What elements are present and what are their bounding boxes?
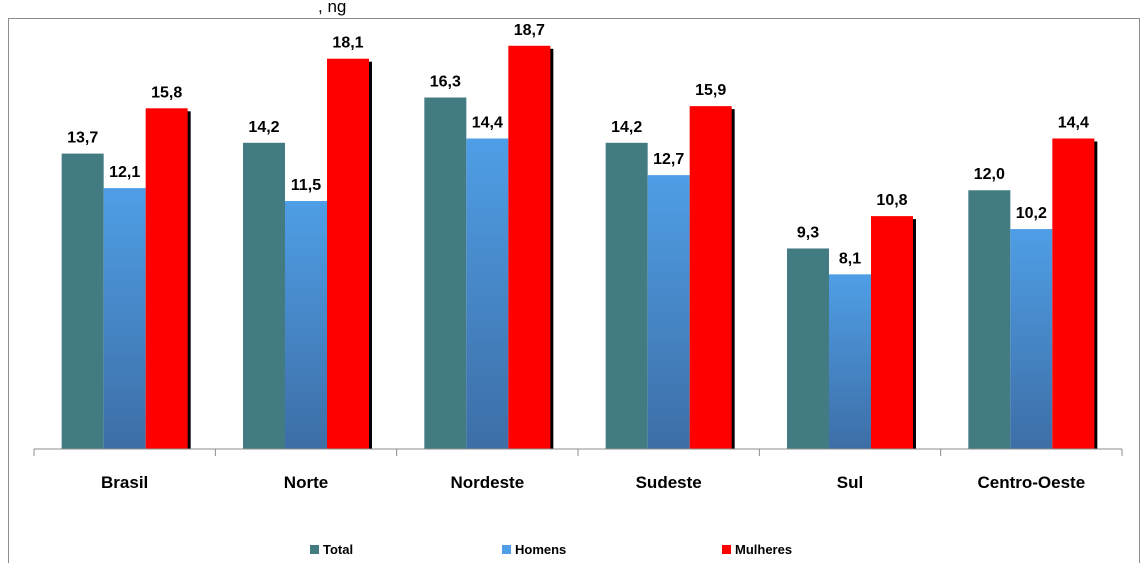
data-label-mulheres-1: 18,1	[332, 35, 363, 52]
category-label-1: Norte	[284, 473, 328, 492]
data-label-homens-2: 14,4	[472, 114, 503, 131]
legend: Total Homens Mulheres	[310, 542, 792, 557]
legend-label-homens: Homens	[515, 542, 566, 557]
bar-homens-1	[285, 201, 327, 449]
data-label-homens-5: 10,2	[1016, 205, 1047, 222]
category-label-3: Sudeste	[636, 473, 702, 492]
bar-mulheres-0	[145, 108, 188, 450]
data-label-mulheres-2: 18,7	[514, 22, 545, 39]
bar-total-5	[968, 190, 1011, 450]
data-label-mulheres-5: 14,4	[1058, 114, 1089, 131]
bar-homens-5	[1010, 229, 1053, 449]
category-label-4: Sul	[837, 473, 863, 492]
data-label-homens-4: 8,1	[839, 250, 861, 267]
legend-swatch-mulheres	[722, 545, 731, 554]
bar-homens-4	[829, 274, 871, 449]
bar-homens-2	[466, 138, 509, 449]
chart-title: , ng	[318, 0, 346, 16]
category-label-2: Nordeste	[450, 473, 524, 492]
category-label-0: Brasil	[101, 473, 148, 492]
data-label-mulheres-3: 15,9	[695, 82, 726, 99]
data-label-total-5: 12,0	[974, 166, 1005, 183]
data-label-total-3: 14,2	[611, 119, 642, 136]
bar-homens-3	[647, 175, 690, 449]
bar-homens-0	[103, 188, 146, 449]
legend-swatch-homens	[502, 545, 511, 554]
data-label-homens-1: 11,5	[291, 177, 321, 194]
data-label-total-0: 13,7	[67, 130, 98, 147]
bar-mulheres-2	[508, 45, 551, 449]
category-label-5: Centro-Oeste	[977, 473, 1085, 492]
data-label-homens-3: 12,7	[653, 151, 684, 168]
legend-swatch-total	[310, 545, 319, 554]
bar-total-1	[243, 142, 285, 449]
data-label-homens-0: 12,1	[109, 164, 140, 181]
bar-mulheres-5	[1052, 138, 1095, 449]
data-label-total-1: 14,2	[248, 119, 279, 136]
bar-total-3	[605, 142, 648, 449]
data-label-mulheres-4: 10,8	[876, 192, 907, 209]
chart-frame	[8, 18, 1140, 563]
bar-total-4	[787, 248, 829, 449]
axis-layer	[33, 448, 1123, 456]
bar-total-2	[424, 97, 467, 449]
data-label-total-2: 16,3	[430, 74, 461, 91]
legend-label-total: Total	[323, 542, 353, 557]
labels-layer: 13,7 12,1 15,8 Brasil 14,2 11,5 18,1 Norte 16,3 1…	[67, 22, 1089, 492]
bar-total-0	[61, 153, 104, 449]
bars-layer	[61, 45, 1098, 450]
legend-label-mulheres: Mulheres	[735, 542, 792, 557]
bar-mulheres-3	[689, 106, 732, 449]
data-label-total-4: 9,3	[797, 224, 819, 241]
bar-mulheres-1	[327, 58, 369, 450]
bar-mulheres-4	[871, 216, 913, 449]
data-label-mulheres-0: 15,8	[151, 84, 182, 101]
